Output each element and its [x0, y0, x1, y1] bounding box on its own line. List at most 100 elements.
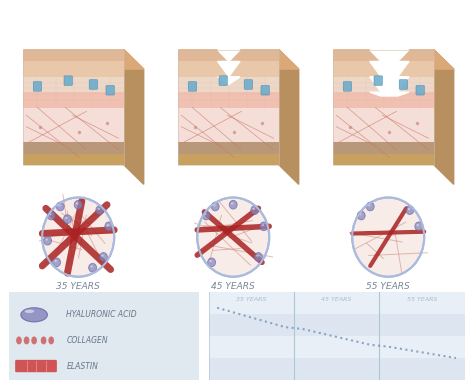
Ellipse shape: [49, 214, 52, 215]
FancyBboxPatch shape: [4, 289, 205, 383]
Ellipse shape: [16, 336, 22, 344]
Ellipse shape: [231, 202, 234, 205]
FancyBboxPatch shape: [15, 360, 57, 372]
Polygon shape: [218, 77, 240, 84]
Ellipse shape: [417, 224, 419, 226]
Polygon shape: [23, 61, 124, 77]
Ellipse shape: [90, 266, 93, 268]
Ellipse shape: [253, 208, 255, 210]
Ellipse shape: [21, 308, 47, 322]
Ellipse shape: [197, 197, 269, 277]
Ellipse shape: [255, 253, 263, 261]
Polygon shape: [178, 92, 279, 108]
FancyBboxPatch shape: [64, 76, 73, 86]
Ellipse shape: [55, 260, 57, 262]
Polygon shape: [178, 142, 279, 154]
Ellipse shape: [368, 204, 371, 206]
Ellipse shape: [89, 263, 97, 272]
Ellipse shape: [406, 206, 414, 215]
Bar: [209, 292, 465, 314]
Ellipse shape: [210, 260, 212, 262]
Ellipse shape: [352, 197, 424, 277]
Ellipse shape: [256, 255, 259, 257]
Ellipse shape: [76, 202, 79, 205]
Polygon shape: [333, 61, 434, 77]
Ellipse shape: [204, 214, 207, 215]
FancyBboxPatch shape: [399, 80, 408, 89]
FancyBboxPatch shape: [374, 76, 383, 86]
Polygon shape: [178, 50, 299, 104]
Text: 45 YEARS: 45 YEARS: [211, 282, 255, 291]
Polygon shape: [333, 92, 434, 108]
Ellipse shape: [46, 238, 48, 240]
Ellipse shape: [48, 336, 54, 344]
Ellipse shape: [96, 206, 104, 215]
Text: 35 YEARS: 35 YEARS: [56, 282, 100, 291]
Polygon shape: [23, 77, 124, 92]
Ellipse shape: [65, 217, 68, 219]
Polygon shape: [23, 154, 124, 165]
Ellipse shape: [366, 202, 374, 211]
Ellipse shape: [213, 204, 216, 206]
Polygon shape: [23, 50, 144, 69]
Polygon shape: [333, 142, 434, 154]
Text: 35 YEARS: 35 YEARS: [236, 297, 266, 302]
Ellipse shape: [208, 258, 216, 266]
Polygon shape: [218, 50, 240, 61]
Text: ELASTIN: ELASTIN: [66, 361, 98, 371]
Polygon shape: [333, 77, 434, 92]
FancyBboxPatch shape: [89, 80, 98, 89]
FancyBboxPatch shape: [343, 82, 352, 91]
Polygon shape: [178, 50, 279, 61]
Polygon shape: [333, 50, 434, 61]
FancyBboxPatch shape: [416, 86, 424, 95]
Ellipse shape: [202, 211, 210, 220]
Polygon shape: [178, 61, 279, 77]
Polygon shape: [370, 77, 409, 92]
Polygon shape: [23, 142, 124, 154]
Polygon shape: [333, 108, 434, 142]
Polygon shape: [23, 92, 124, 108]
Polygon shape: [23, 50, 124, 61]
Ellipse shape: [262, 224, 264, 226]
FancyBboxPatch shape: [106, 86, 114, 95]
Ellipse shape: [357, 211, 365, 220]
Ellipse shape: [98, 208, 100, 210]
Ellipse shape: [74, 200, 82, 209]
Polygon shape: [434, 50, 454, 184]
Ellipse shape: [42, 197, 114, 277]
Polygon shape: [178, 108, 279, 142]
Bar: [209, 336, 465, 358]
Polygon shape: [279, 50, 299, 184]
Ellipse shape: [211, 202, 219, 211]
Polygon shape: [370, 61, 409, 77]
Ellipse shape: [100, 253, 108, 261]
Polygon shape: [218, 61, 240, 77]
Polygon shape: [333, 154, 434, 165]
Text: HYALURONIC ACID: HYALURONIC ACID: [66, 310, 137, 319]
Bar: [209, 314, 465, 336]
Ellipse shape: [25, 310, 34, 313]
Text: 45 YEARS: 45 YEARS: [321, 297, 352, 302]
Ellipse shape: [260, 222, 268, 231]
Bar: [209, 358, 465, 380]
Polygon shape: [370, 50, 409, 61]
Polygon shape: [178, 154, 279, 165]
Ellipse shape: [229, 200, 237, 209]
Ellipse shape: [415, 222, 423, 231]
Ellipse shape: [53, 258, 61, 266]
Ellipse shape: [58, 204, 61, 206]
Ellipse shape: [56, 202, 64, 211]
Ellipse shape: [359, 214, 362, 215]
Ellipse shape: [64, 215, 72, 223]
Ellipse shape: [44, 237, 52, 245]
Ellipse shape: [107, 224, 109, 226]
Ellipse shape: [408, 208, 410, 210]
Polygon shape: [333, 50, 454, 115]
Polygon shape: [178, 77, 279, 92]
FancyBboxPatch shape: [188, 82, 197, 91]
FancyBboxPatch shape: [244, 80, 253, 89]
Polygon shape: [23, 108, 124, 142]
Polygon shape: [124, 50, 144, 184]
Ellipse shape: [47, 211, 55, 220]
